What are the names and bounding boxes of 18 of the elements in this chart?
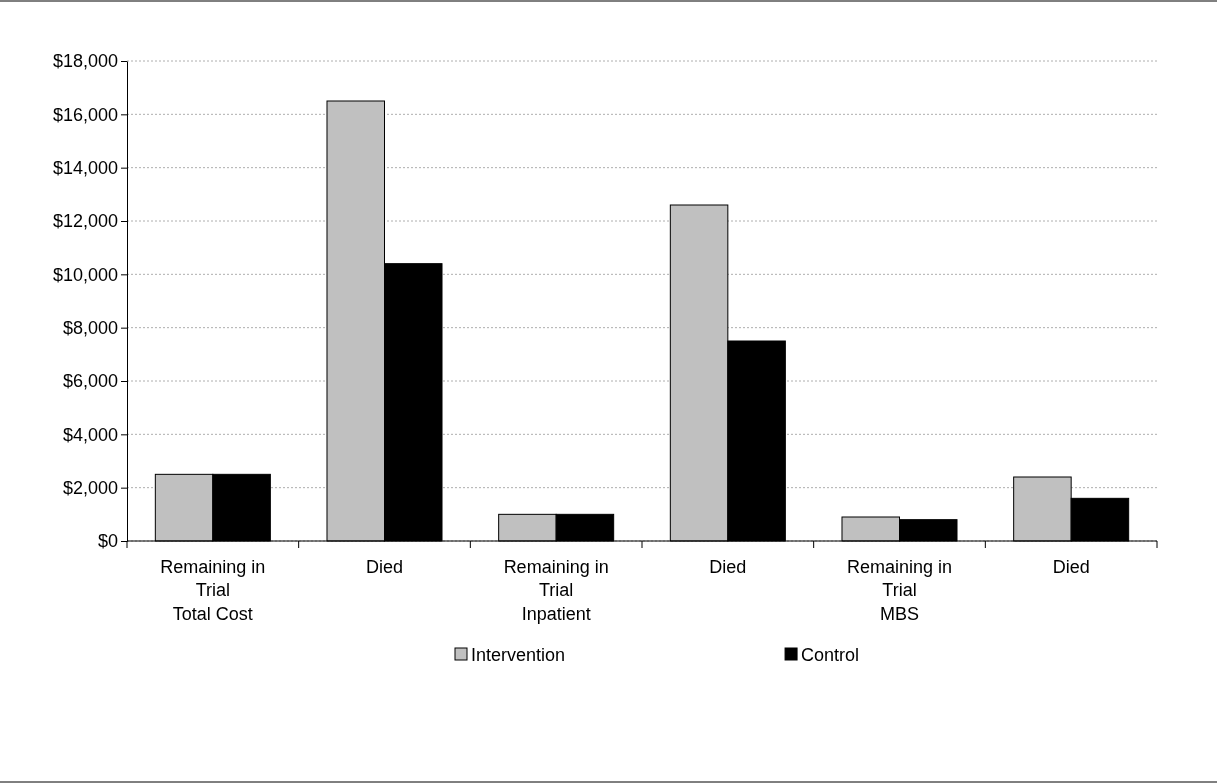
y-tick-label: $2,000 (62, 477, 118, 498)
x-tick-label: Remaining in Trial MBS (846, 557, 953, 624)
legend-label: Intervention (471, 645, 566, 666)
y-tick-label: $12,000 (52, 211, 118, 232)
y-tick-label: $8,000 (62, 317, 118, 338)
y-tick-label: $10,000 (52, 264, 118, 285)
legend-label: Control (801, 645, 860, 666)
x-tick-label: Remaining in Trial Inpatient (503, 557, 609, 624)
x-tick-label: Remaining in Trial Total Cost (160, 557, 266, 624)
x-tick-label: Died (365, 557, 404, 577)
y-tick-label: $16,000 (52, 104, 118, 125)
y-tick-label: $4,000 (62, 424, 118, 445)
x-tick-label: Died (709, 557, 747, 577)
y-tick-label: $0 (97, 531, 118, 552)
y-tick-label: $18,000 (52, 51, 118, 72)
y-tick-label: $14,000 (52, 157, 118, 178)
x-tick-label: Died (1052, 557, 1090, 577)
y-tick-label: $6,000 (62, 371, 118, 392)
